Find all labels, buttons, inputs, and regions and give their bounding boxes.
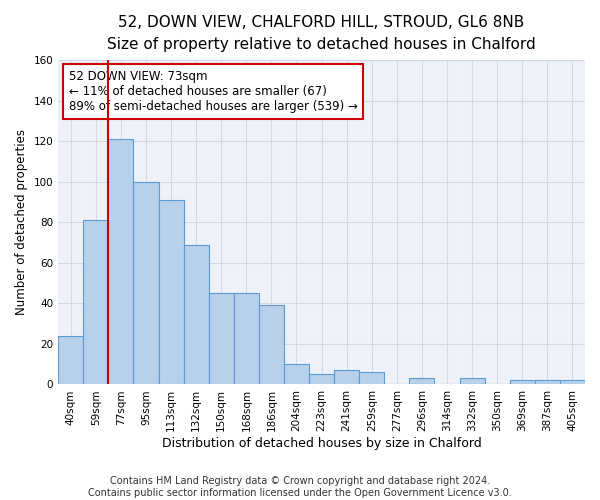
Bar bbox=[309, 374, 334, 384]
Bar bbox=[334, 370, 359, 384]
Bar bbox=[259, 306, 284, 384]
Bar bbox=[560, 380, 585, 384]
Bar bbox=[133, 182, 158, 384]
Bar bbox=[158, 200, 184, 384]
Bar bbox=[83, 220, 109, 384]
Bar bbox=[359, 372, 385, 384]
Bar bbox=[109, 140, 133, 384]
Bar bbox=[284, 364, 309, 384]
Bar bbox=[58, 336, 83, 384]
Text: 52 DOWN VIEW: 73sqm
← 11% of detached houses are smaller (67)
89% of semi-detach: 52 DOWN VIEW: 73sqm ← 11% of detached ho… bbox=[69, 70, 358, 113]
Text: Contains HM Land Registry data © Crown copyright and database right 2024.
Contai: Contains HM Land Registry data © Crown c… bbox=[88, 476, 512, 498]
Bar bbox=[510, 380, 535, 384]
Title: 52, DOWN VIEW, CHALFORD HILL, STROUD, GL6 8NB
Size of property relative to detac: 52, DOWN VIEW, CHALFORD HILL, STROUD, GL… bbox=[107, 15, 536, 52]
Bar bbox=[209, 294, 234, 384]
Bar bbox=[184, 244, 209, 384]
Bar bbox=[535, 380, 560, 384]
X-axis label: Distribution of detached houses by size in Chalford: Distribution of detached houses by size … bbox=[162, 437, 481, 450]
Bar bbox=[460, 378, 485, 384]
Bar bbox=[234, 294, 259, 384]
Bar bbox=[409, 378, 434, 384]
Y-axis label: Number of detached properties: Number of detached properties bbox=[15, 130, 28, 316]
